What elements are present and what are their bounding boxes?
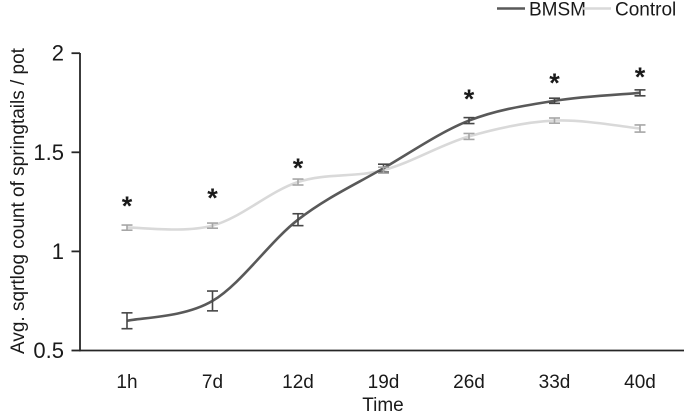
y-tick-label: 1.5 [33, 140, 64, 165]
significance-asterisk: * [549, 68, 560, 98]
y-axis-title: Avg. sqrtlog count of springtails / pot [8, 47, 29, 354]
x-tick-label: 19d [368, 372, 400, 393]
x-tick-label: 40d [624, 372, 656, 393]
y-tick-label: 0.5 [33, 338, 64, 363]
legend-label-control: Control [615, 0, 676, 21]
legend-label-bmsm: BMSM [529, 0, 586, 21]
y-tick-label: 2 [52, 41, 64, 66]
significance-asterisk: * [207, 183, 218, 213]
x-tick-label: 33d [539, 372, 571, 393]
legend: BMSM Control [497, 0, 676, 21]
x-tick-label: 7d [202, 372, 223, 393]
x-tick-label: 26d [453, 372, 485, 393]
significance-asterisk: * [293, 153, 304, 183]
significance-asterisk: * [122, 191, 133, 221]
x-tick-label: 12d [282, 372, 314, 393]
x-tick-label: 1h [116, 372, 137, 393]
significance-asterisk: * [635, 62, 646, 92]
series-line-bmsm [126, 91, 641, 323]
x-axis-title: Time [362, 395, 404, 416]
plot-area: 0.5 1 1.5 2 1h 7d 12d 19d 26d 33d 40d * * * * * * [33, 41, 655, 393]
significance-asterisk: * [464, 84, 475, 114]
series-line-control [126, 119, 641, 231]
y-tick-label: 1 [52, 239, 64, 264]
